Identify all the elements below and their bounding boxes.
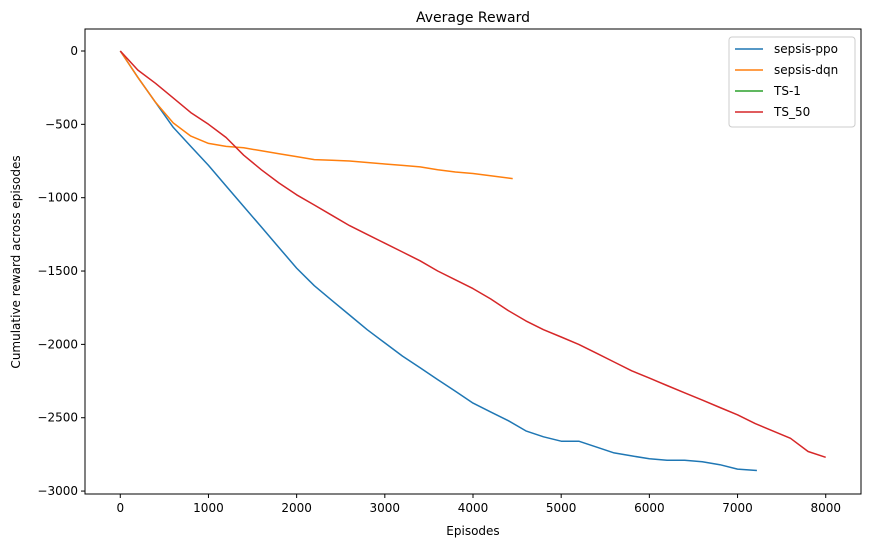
y-tick-label: −3000 [37, 484, 78, 498]
x-tick-label: 7000 [722, 501, 753, 515]
x-tick-label: 1000 [193, 501, 224, 515]
x-tick-label: 8000 [810, 501, 841, 515]
x-tick-label: 2000 [281, 501, 312, 515]
y-tick-label: −1000 [37, 191, 78, 205]
x-tick-label: 0 [116, 501, 124, 515]
y-axis: 0 −500 −1000 −1500 −2000 −2500 −3000 [37, 44, 85, 498]
chart-title: Average Reward [416, 10, 530, 26]
x-tick-label: 3000 [370, 501, 401, 515]
x-tick-label: 5000 [546, 501, 577, 515]
legend: sepsis-ppo sepsis-dqn TS-1 TS_50 [728, 36, 856, 128]
x-axis: 0 1000 2000 3000 4000 5000 6000 7000 8000 [116, 494, 841, 515]
legend-label: sepsis-ppo [774, 42, 838, 56]
y-tick-label: −1500 [37, 264, 78, 278]
legend-label: sepsis-dqn [774, 63, 838, 77]
x-tick-label: 4000 [458, 501, 489, 515]
y-tick-label: −2000 [37, 337, 78, 351]
y-tick-label: −500 [45, 117, 78, 131]
legend-label: TS-1 [773, 84, 801, 98]
legend-box [728, 36, 856, 128]
series-layer [119, 50, 826, 472]
x-axis-label: Episodes [446, 524, 499, 538]
series-line-ts-50 [119, 50, 826, 459]
series-line-sepsis-dqn [119, 50, 513, 180]
x-tick-label: 6000 [634, 501, 665, 515]
y-tick-label: 0 [70, 44, 78, 58]
legend-label: TS_50 [773, 105, 810, 119]
y-axis-label: Cumulative reward across episodes [9, 155, 23, 368]
series-line-sepsis-ppo [119, 50, 757, 472]
y-tick-label: −2500 [37, 411, 78, 425]
